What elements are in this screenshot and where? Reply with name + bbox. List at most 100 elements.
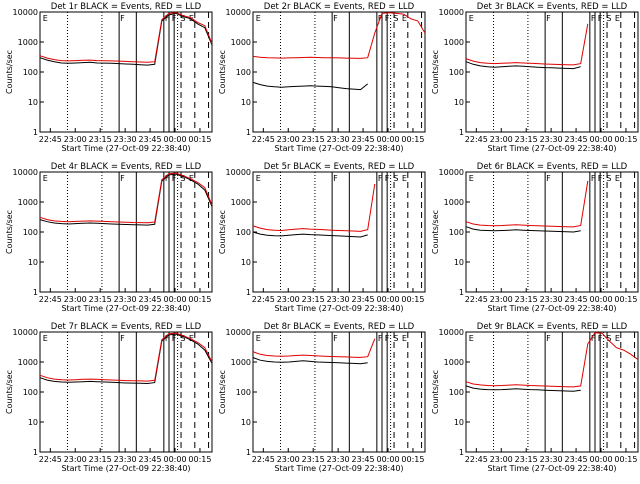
flag-label: E [402,14,407,23]
flag-label: S [393,334,398,343]
x-tick-label: 00:00 [589,455,612,464]
flag-label: F [165,174,170,183]
y-tick-label: 10 [454,98,464,107]
flag-label: S [180,334,185,343]
y-tick-label: 100 [449,388,464,397]
flag-label: S [180,174,185,183]
x-tick-label: 00:00 [376,295,399,304]
flag-label: F [120,174,125,183]
series-line-events [39,173,213,226]
y-tick-label: 1000 [231,198,251,207]
flag-label: F [385,14,390,23]
series-line-events [39,333,213,385]
plot-frame [465,11,639,133]
y-tick-label: 100 [236,228,251,237]
series-line-events [252,231,368,238]
x-tick-label: 00:15 [614,455,637,464]
x-tick-label: 23:30 [327,295,350,304]
y-tick-label: 1 [246,448,251,457]
y-tick-label: 10000 [439,168,464,177]
x-tick-label: 23:45 [352,135,375,144]
x-tick-label: 00:00 [589,295,612,304]
y-tick-label: 10000 [13,328,38,337]
y-tick-label: 100 [23,68,38,77]
y-tick-label: 1 [33,448,38,457]
series-line-events [465,61,581,70]
flag-label: S [606,14,611,23]
series-line-lld [465,23,589,66]
x-tick-label: 23:45 [565,135,588,144]
x-tick-label: 23:00 [490,455,513,464]
x-axis-label: Start Time (27-Oct-09 22:38:40) [487,304,616,313]
flag-label: E [43,14,48,23]
chart-title: Det 2r BLACK = Events, RED = LLD [264,2,415,12]
plot-frame [465,171,639,293]
x-tick-label: 23:15 [515,295,538,304]
flag-label: F [598,14,603,23]
flag-label: E [469,174,474,183]
x-tick-label: 23:45 [139,295,162,304]
flag-label: F [546,334,551,343]
flag-label: S [180,14,185,23]
x-tick-label: 23:45 [139,455,162,464]
x-tick-label: 23:00 [64,135,87,144]
chart-title: Det 1r BLACK = Events, RED = LLD [51,2,202,12]
x-tick-label: 23:45 [352,295,375,304]
x-tick-label: 23:45 [565,455,588,464]
chart-title: Det 7r BLACK = Events, RED = LLD [51,322,202,332]
flag-label: F [591,334,596,343]
x-tick-label: 00:15 [401,135,424,144]
plot-frame [39,171,213,293]
x-tick-label: 00:00 [376,455,399,464]
flag-label: E [189,334,194,343]
flag-label: F [598,174,603,183]
flag-label: E [43,174,48,183]
y-axis-label: Counts/sec [218,370,227,414]
x-tick-label: 00:00 [163,455,186,464]
x-tick-label: 23:30 [327,135,350,144]
y-axis-label: Counts/sec [218,50,227,94]
y-tick-label: 1 [459,448,464,457]
x-axis-label: Start Time (27-Oct-09 22:38:40) [61,144,190,153]
chart-panel-2: Det 2r BLACK = Events, RED = LLD 1 10 100 10… [218,2,426,153]
y-tick-label: 10 [454,258,464,267]
series-line-lld [39,332,213,382]
x-tick-label: 00:15 [401,295,424,304]
flag-label: F [165,14,170,23]
chart-panel-4: Det 4r BLACK = Events, RED = LLD 1 10 100 10… [5,162,213,313]
flag-label: S [606,174,611,183]
chart-title: Det 5r BLACK = Events, RED = LLD [264,162,415,172]
chart-title: Det 3r BLACK = Events, RED = LLD [477,2,628,12]
y-tick-label: 100 [236,68,251,77]
y-tick-label: 100 [449,228,464,237]
chart-panel-5: Det 5r BLACK = Events, RED = LLD 1 10 100 10… [218,162,426,313]
x-axis-label: Start Time (27-Oct-09 22:38:40) [274,144,403,153]
chart-panel-6: Det 6r BLACK = Events, RED = LLD 1 10 100 10… [431,162,639,313]
flag-label: F [120,14,125,23]
y-tick-label: 1 [33,288,38,297]
x-tick-label: 22:45 [465,295,488,304]
flag-label: F [172,334,177,343]
y-tick-label: 100 [449,68,464,77]
flag-label: E [189,174,194,183]
x-tick-label: 23:30 [540,295,563,304]
y-tick-label: 10 [241,98,251,107]
x-tick-label: 00:00 [163,295,186,304]
y-tick-label: 10 [241,258,251,267]
y-tick-label: 10000 [226,328,251,337]
x-tick-label: 23:00 [277,295,300,304]
y-tick-label: 10000 [13,168,38,177]
y-tick-label: 10000 [226,8,251,17]
flag-label: F [591,14,596,23]
chart-panel-9: Det 9r BLACK = Events, RED = LLD 1 10 100 10… [431,322,639,473]
x-axis-label: Start Time (27-Oct-09 22:38:40) [487,464,616,473]
x-tick-label: 23:15 [89,135,112,144]
x-tick-label: 00:00 [163,135,186,144]
y-tick-label: 1 [246,128,251,137]
y-tick-label: 1000 [444,198,464,207]
series-line-lld [465,180,589,228]
y-tick-label: 1 [459,288,464,297]
chart-panel-1: Det 1r BLACK = Events, RED = LLD 1 10 100 10… [5,2,213,153]
y-tick-label: 1000 [444,38,464,47]
flag-label: F [172,174,177,183]
